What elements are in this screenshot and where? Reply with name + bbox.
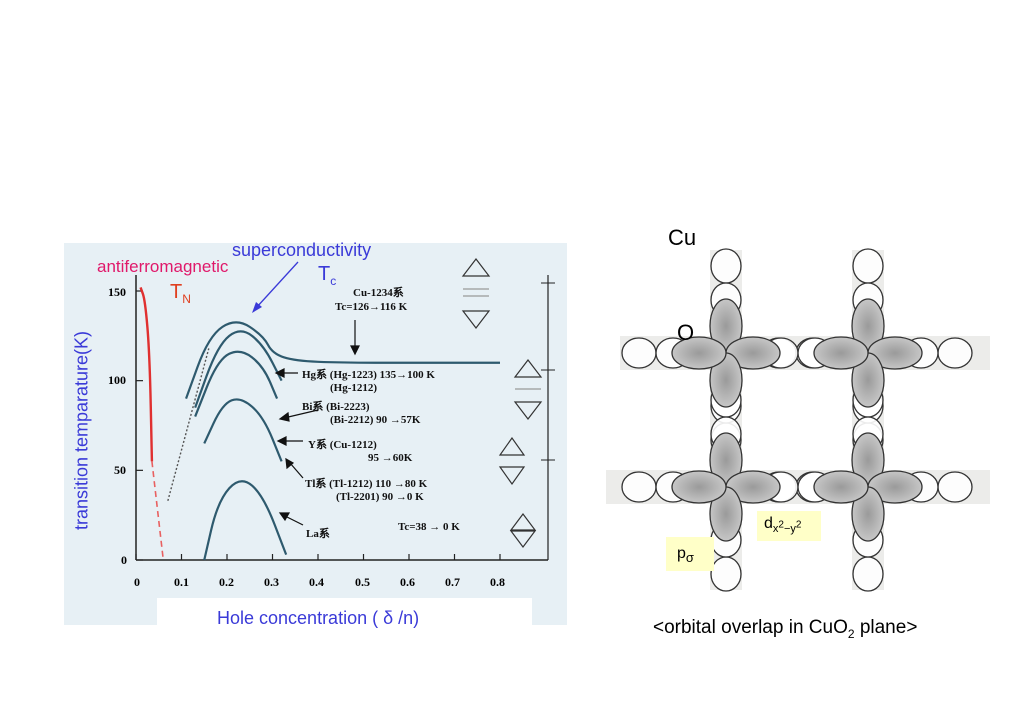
y-tick-label: 0 <box>121 553 127 567</box>
tc-sub: c <box>330 274 337 288</box>
y-axis-label: transition temparature(K) <box>71 330 92 531</box>
x-tick-label: 0.1 <box>174 575 189 589</box>
note-y-1: Y系 (Cu-1212) <box>308 439 377 451</box>
arrowhead <box>276 436 287 446</box>
tn-sub: N <box>182 292 191 306</box>
note-cu-tc: Tc=126→116 K <box>335 301 408 313</box>
note-bi-1: Bi系 (Bi-2223) <box>302 401 370 413</box>
arrowhead <box>274 368 285 378</box>
arrow-bi <box>283 409 319 419</box>
d-orbital-lobe <box>813 470 869 504</box>
sc-arrowhead <box>252 302 262 313</box>
triangle-up-icon <box>461 258 491 277</box>
tc-curves <box>139 287 500 561</box>
triangle-up-icon <box>513 359 543 378</box>
phase-diagram-panel <box>64 243 567 625</box>
tc-curve-series <box>203 398 283 462</box>
note-y-2: 95 →60K <box>368 452 413 464</box>
d-orbital-label: dx2−y2 <box>764 515 801 535</box>
d-orbital-lobe <box>671 336 727 370</box>
x-tick-label: 0.6 <box>400 575 415 589</box>
p-sigma-lobe <box>710 556 742 592</box>
x-tick-label: 0.3 <box>264 575 279 589</box>
x-ticks <box>135 554 501 560</box>
p-sigma-lobe <box>937 337 973 369</box>
triangle-up-icon <box>509 513 537 531</box>
tc-curve-series <box>185 321 500 399</box>
x-axis-label: Hole concentration ( δ /n) <box>217 608 420 628</box>
d-sub-x: x <box>772 523 779 536</box>
x-tick-label: 0.5 <box>355 575 370 589</box>
y-tick-label: 150 <box>108 285 126 299</box>
tn-label: TN <box>170 281 191 306</box>
onset-dotted-line <box>167 348 210 502</box>
d-orbital-lobe <box>813 336 869 370</box>
sc-arrow <box>255 261 299 309</box>
p-sigma-lobe <box>852 248 884 284</box>
tc-curve-series <box>139 287 154 462</box>
orbital-overlap-diagram <box>606 248 990 592</box>
x-tick-label: 0 <box>134 575 140 589</box>
p-sigma-lobe <box>710 248 742 284</box>
x-axis-label-box <box>157 598 532 628</box>
tc-curve-series <box>151 461 165 561</box>
p-sigma-lobe <box>937 471 973 503</box>
caption-sub: 2 <box>847 626 855 641</box>
triangle-down-icon <box>498 466 526 486</box>
note-hg-2: (Hg-1212) <box>330 382 378 394</box>
caption-post: plane> <box>854 617 918 638</box>
y-tick-label: 50 <box>114 463 126 477</box>
note-la: La系 <box>306 528 330 540</box>
tc-curve-series <box>203 480 288 561</box>
y-tick-label: 100 <box>108 373 126 387</box>
d-orbital-lobe <box>671 470 727 504</box>
p-sigma-lobe <box>852 556 884 592</box>
antiferromagnetic-label: antiferromagnetic <box>97 257 229 276</box>
p-sigma-lobe <box>621 471 657 503</box>
p-orbital-label: pσ <box>677 545 694 565</box>
superconductivity-label: superconductivity <box>232 240 372 260</box>
tc-text: T <box>318 263 331 285</box>
d-text: d <box>764 515 773 532</box>
arrowhead <box>278 411 290 422</box>
d-sup-2: 2 <box>795 519 802 531</box>
triangle-down-icon <box>513 401 543 420</box>
caption-pre: <orbital overlap in CuO <box>653 617 848 638</box>
p-sub: σ <box>685 550 694 566</box>
x-tick-label: 0.7 <box>445 575 460 589</box>
x-tick-label: 0.4 <box>309 575 324 589</box>
p-sigma-lobe <box>621 337 657 369</box>
tc-curve-series <box>194 330 283 408</box>
note-la-tc: Tc=38 → 0 K <box>398 521 460 533</box>
x-tick-label: 0.2 <box>219 575 234 589</box>
cu-label: Cu <box>668 225 697 250</box>
orbital-caption: <orbital overlap in CuO2 plane> <box>653 617 917 641</box>
note-tl-2: (Tl-2201) 90 →0 K <box>336 491 424 503</box>
arrow-tl <box>289 462 304 479</box>
d-sub-y: −y <box>783 523 796 536</box>
d-orbital-highlight <box>757 511 821 541</box>
x-tick-label: 0.8 <box>490 575 505 589</box>
tc-curve-series <box>194 350 279 417</box>
p-orbital-highlight <box>666 537 714 571</box>
tn-text: T <box>170 281 183 303</box>
arrowhead <box>350 345 360 356</box>
d-sup-1: 2 <box>778 519 784 531</box>
note-cu-1234: Cu-1234系 <box>353 287 404 299</box>
orbitals <box>621 248 973 592</box>
o-label: O <box>677 320 695 345</box>
p-text: p <box>677 545 686 562</box>
triangle-down-icon <box>509 530 537 548</box>
note-bi-2: (Bi-2212) 90 →57K <box>330 414 421 426</box>
triangle-down-icon <box>461 310 491 329</box>
y-ticks <box>136 290 143 561</box>
triangle-up-icon <box>498 436 526 456</box>
note-tl-1: Tl系 (Tl-1212) 110 →80 K <box>305 478 428 490</box>
arrowhead <box>285 457 295 470</box>
note-hg-1: Hg系 (Hg-1223) 135→100 K <box>302 369 435 381</box>
arrowhead <box>278 512 291 522</box>
tc-label: Tc <box>318 263 336 288</box>
